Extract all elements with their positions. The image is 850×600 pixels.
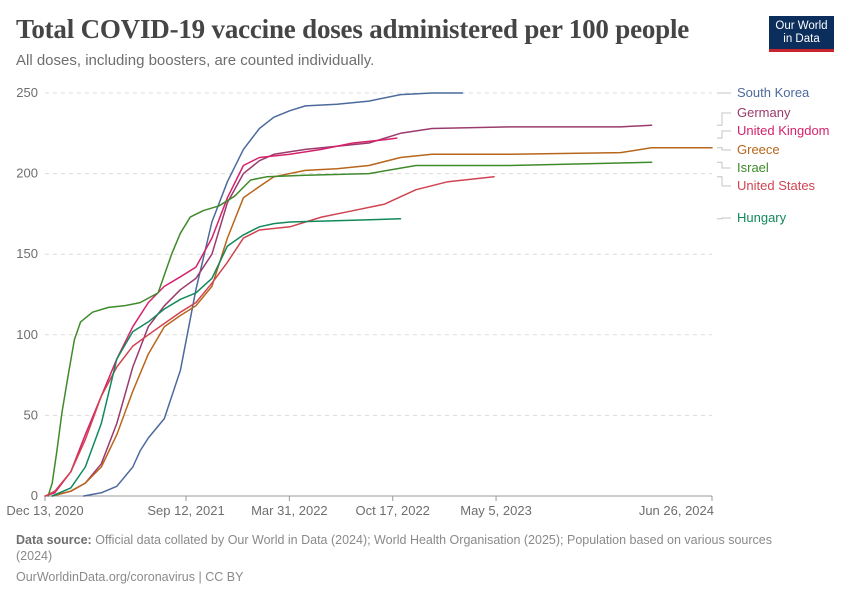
series-line-united-states[interactable] — [44, 176, 495, 497]
source-text: Official data collated by Our World in D… — [16, 533, 772, 563]
x-tick-label: Sep 12, 2021 — [147, 503, 224, 518]
series-line-germany[interactable] — [51, 124, 653, 497]
label-connector — [717, 147, 731, 151]
y-tick-label: 0 — [31, 488, 38, 503]
label-connector — [717, 112, 731, 126]
y-tick-label: 50 — [24, 407, 38, 422]
series-line-hungary[interactable] — [51, 217, 402, 497]
label-connector — [717, 176, 731, 187]
series-line-south-korea[interactable] — [82, 92, 464, 497]
gridlines — [45, 92, 712, 416]
label-connector — [717, 130, 731, 139]
owid-logo[interactable]: Our World in Data — [769, 16, 834, 52]
label-connector — [717, 217, 731, 220]
legend-label-greece[interactable]: Greece — [737, 142, 780, 157]
x-tick-label: Jun 26, 2024 — [639, 503, 714, 518]
footer-link[interactable]: OurWorldinData.org/coronavirus | CC BY — [16, 570, 244, 584]
x-tick-label: Dec 13, 2020 — [6, 503, 83, 518]
source-label: Data source: — [16, 533, 92, 547]
legend-label-germany[interactable]: Germany — [737, 105, 791, 120]
footer-source: Data source: Official data collated by O… — [16, 532, 796, 564]
legend-label-united-states[interactable]: United States — [737, 178, 816, 193]
chart-subtitle: All doses, including boosters, are count… — [16, 52, 375, 69]
y-tick-label: 250 — [16, 85, 38, 100]
series-line-united-kingdom[interactable] — [44, 137, 398, 497]
series-lines[interactable] — [44, 92, 713, 497]
x-tick-label: May 5, 2023 — [460, 503, 532, 518]
chart-title: Total COVID-19 vaccine doses administere… — [16, 14, 690, 44]
y-tick-label: 200 — [16, 166, 38, 181]
legend-label-hungary[interactable]: Hungary — [737, 210, 787, 225]
x-tick-label: Oct 17, 2022 — [355, 503, 429, 518]
y-axis: 0 50 100 150 200 250 — [16, 85, 38, 503]
legend-label-united-kingdom[interactable]: United Kingdom — [737, 123, 830, 138]
y-tick-label: 100 — [16, 327, 38, 342]
series-labels[interactable]: South Korea Germany United Kingdom Greece Is… — [737, 85, 830, 225]
label-connectors — [717, 92, 731, 220]
legend-label-south-korea[interactable]: South Korea — [737, 85, 810, 100]
x-tick-label: Mar 31, 2022 — [251, 503, 328, 518]
x-axis: Dec 13, 2020 Sep 12, 2021 Mar 31, 2022 Oct … — [6, 495, 714, 518]
series-line-israel[interactable] — [47, 161, 653, 497]
legend-label-israel[interactable]: Israel — [737, 160, 769, 175]
logo-line-1: Our World — [775, 20, 828, 32]
y-tick-label: 150 — [16, 246, 38, 261]
logo-line-2: in Data — [783, 33, 820, 45]
series-line-greece[interactable] — [51, 147, 713, 497]
label-connector — [717, 161, 731, 169]
